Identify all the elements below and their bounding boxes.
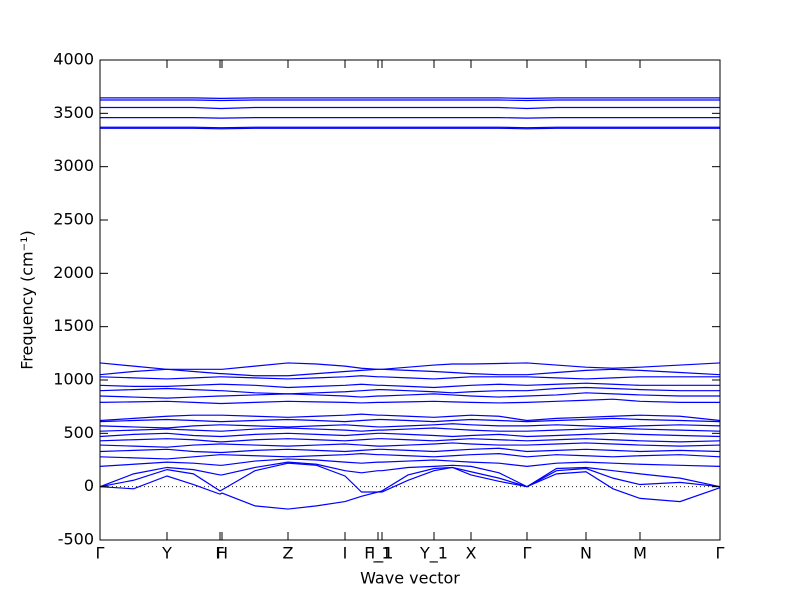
y-tick-label: -500 — [58, 530, 94, 549]
band-line — [99, 417, 721, 423]
band-line — [99, 442, 721, 448]
x-tick-label: Y — [161, 544, 172, 563]
y-tick-label: 3500 — [53, 103, 94, 122]
plot-frame — [99, 59, 721, 541]
band-line — [100, 99, 720, 102]
y-tick-label: 3000 — [53, 156, 94, 175]
band-line — [99, 466, 721, 510]
x-tick-label: F_1 — [364, 544, 391, 564]
x-tick-label: N — [580, 544, 592, 563]
band-line — [99, 413, 721, 422]
y-tick-label: 500 — [63, 423, 94, 442]
band-line — [99, 462, 721, 493]
band-line — [99, 382, 720, 389]
band-line — [99, 386, 720, 395]
band-line — [99, 452, 721, 460]
y-tick-label: 1000 — [53, 370, 94, 389]
band-line — [99, 461, 721, 488]
band-line — [100, 106, 720, 110]
x-tick-label: I — [343, 544, 348, 563]
band-line — [99, 432, 721, 438]
band-line — [99, 427, 721, 432]
band-line — [99, 392, 720, 399]
x-tick-label: Y_1 — [419, 544, 448, 564]
x-tick-label: X — [466, 544, 477, 563]
band-line — [99, 362, 721, 370]
band-line — [99, 438, 721, 443]
y-tick-label: 1500 — [53, 316, 94, 335]
band-line — [100, 97, 720, 100]
band-line — [99, 375, 720, 380]
x-tick-label: Γ — [716, 544, 725, 563]
band-line — [100, 127, 720, 130]
y-tick-label: 2000 — [53, 263, 94, 282]
x-axis-label: Wave vector — [360, 569, 460, 588]
band-line — [100, 126, 720, 129]
y-tick-label: 0 — [84, 476, 94, 495]
x-tick-label: F — [215, 544, 224, 563]
x-tick-label: Γ — [523, 544, 532, 563]
band-line — [99, 447, 721, 454]
x-tick-label: Z — [283, 544, 294, 563]
band-line — [99, 458, 721, 468]
x-tick-label: I_1 — [371, 544, 394, 564]
y-axis-label: Frequency (cm⁻¹) — [18, 230, 37, 369]
band-line — [99, 423, 721, 429]
x-tick-label: H — [216, 544, 228, 563]
y-tick-label: 2500 — [53, 210, 94, 229]
x-tick-label: Γ — [96, 544, 105, 563]
y-tick-label: 4000 — [53, 50, 94, 69]
x-tick-label: M — [633, 544, 647, 563]
band-line — [100, 117, 720, 119]
band-line — [99, 398, 720, 405]
